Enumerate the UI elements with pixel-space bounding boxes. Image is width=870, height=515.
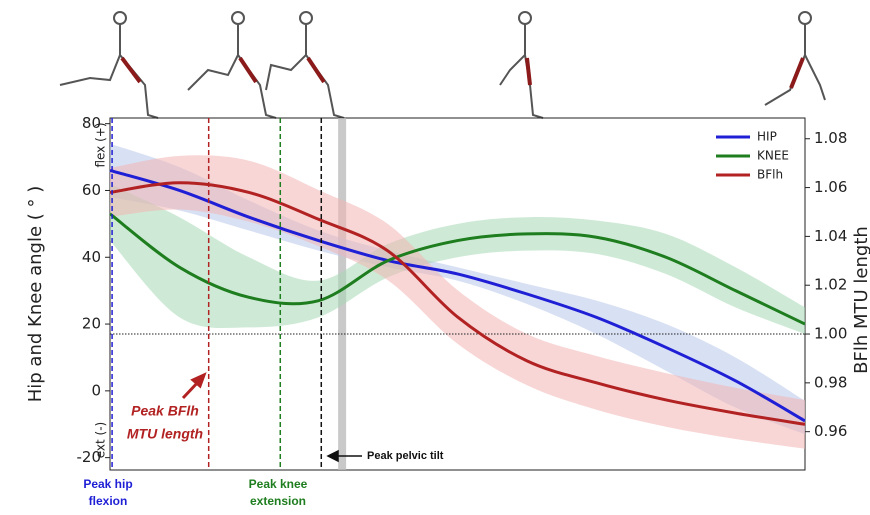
y-tick-label: 0 (91, 381, 101, 399)
event-label: Peak pelvic tilt (367, 450, 444, 462)
legend-label: KNEE (757, 149, 789, 163)
event-label: flexion (89, 494, 128, 508)
chart: Hip and Knee angle ( ° ) BFlh MTU length… (0, 0, 870, 511)
y2-tick-label: 0.96 (814, 422, 847, 440)
legend-label: HIP (757, 130, 777, 144)
y-tick-label: 60 (82, 181, 101, 199)
y2-tick-label: 0.98 (814, 373, 847, 391)
y2-axis-label: BFlh MTU length (851, 226, 870, 374)
y-axis-label: Hip and Knee angle ( ° ) (25, 186, 46, 403)
event-label: Peak BFlh (131, 403, 199, 419)
event-label: MTU length (127, 426, 203, 442)
arrow (183, 375, 204, 398)
y2-tick-label: 1.02 (814, 276, 847, 294)
event-label: Peak knee (249, 477, 308, 491)
event-label: extension (250, 494, 306, 508)
ext-label: ext (-) (94, 422, 108, 459)
y2-tick-label: 1.08 (814, 129, 847, 147)
flex-label: flex (+) (94, 122, 108, 167)
y-tick-label: 40 (82, 248, 101, 266)
y-tick-label: 20 (82, 315, 101, 333)
stick-figures (60, 12, 825, 118)
event-label: Peak hip (83, 477, 132, 491)
legend-label: BFlh (757, 168, 783, 182)
y2-tick-label: 1.00 (814, 325, 847, 343)
y2-tick-label: 1.06 (814, 178, 847, 196)
y2-tick-label: 1.04 (814, 227, 847, 245)
